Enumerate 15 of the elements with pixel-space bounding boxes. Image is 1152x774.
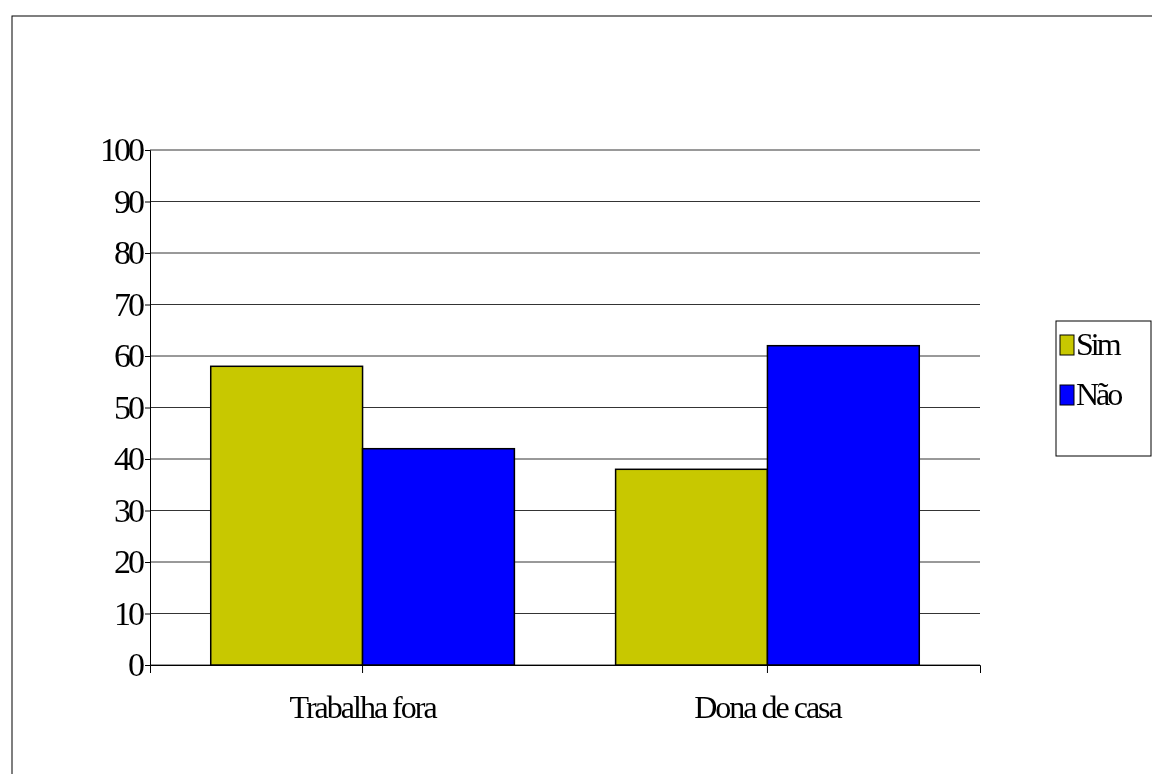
y-tick-label: 80 [114,234,144,272]
y-tick-label: 90 [114,182,144,220]
legend-label: Não [1076,376,1123,412]
y-tick-label: 40 [114,440,144,478]
y-tick-label: 100 [100,131,144,169]
y-tick-label: 10 [114,594,144,632]
y-tick-label: 0 [128,646,144,684]
x-tick-label: Dona de casa [694,688,843,725]
y-tick-label: 70 [114,285,144,323]
legend-label: Sim [1076,326,1122,362]
y-tick-label: 30 [114,491,144,529]
y-tick-label: 60 [114,337,144,375]
y-tick-label: 50 [114,388,144,426]
x-tick-label: Trabalha fora [289,688,438,725]
y-tick-label: 20 [114,543,144,581]
